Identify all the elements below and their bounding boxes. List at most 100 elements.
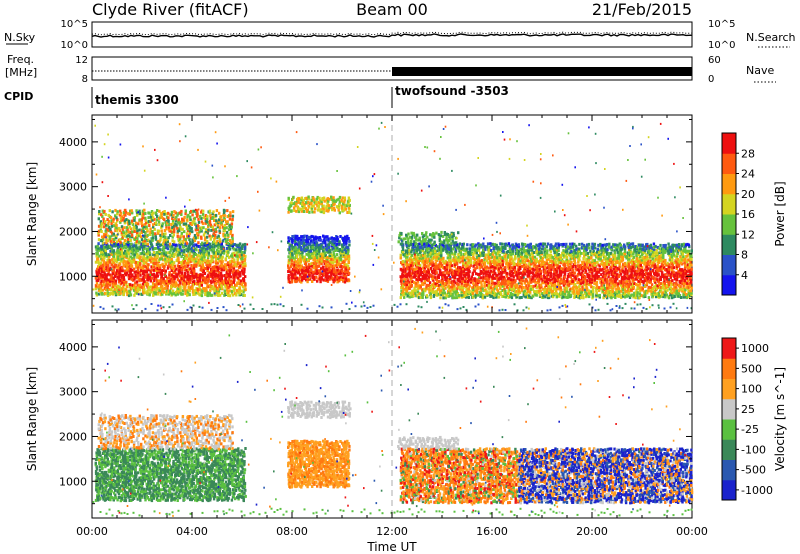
echo-cell xyxy=(215,209,219,213)
echo-cell xyxy=(535,293,538,297)
echo-cell xyxy=(226,261,230,265)
echo-cell xyxy=(139,283,142,287)
echo-cell xyxy=(456,243,459,247)
echo-cell xyxy=(450,264,454,268)
echo-cell xyxy=(316,208,320,212)
echo-cell xyxy=(104,284,107,288)
echo-cell xyxy=(433,271,437,274)
echo-cell xyxy=(536,264,539,268)
echo-cell xyxy=(484,245,487,249)
echo-cell xyxy=(130,260,134,264)
echo-cell xyxy=(462,255,465,259)
echo-cell xyxy=(487,255,490,259)
echo-cell xyxy=(118,229,121,233)
echo-cell xyxy=(169,245,172,249)
echo-cell xyxy=(472,243,475,247)
echo-cell xyxy=(532,251,536,254)
echo-cell xyxy=(236,269,240,273)
echo-cell xyxy=(343,255,347,259)
echo-cell xyxy=(298,277,301,281)
echo-cell xyxy=(472,255,475,259)
echo-cell xyxy=(199,248,202,252)
echo-cell xyxy=(487,283,491,287)
echo-cell xyxy=(158,250,161,254)
echo-cell xyxy=(215,243,218,247)
echo-cell xyxy=(115,288,118,292)
echo-cell xyxy=(319,280,322,284)
echo-cell xyxy=(228,255,231,259)
echo-cell xyxy=(154,237,158,241)
echo-cell xyxy=(201,276,204,279)
echo-cell xyxy=(174,271,177,275)
echo-cell xyxy=(488,273,492,277)
echo-cell xyxy=(486,278,489,282)
echo-cell xyxy=(144,212,147,215)
echo-cell xyxy=(104,220,107,224)
echo-cell xyxy=(190,249,193,253)
echo-cell xyxy=(183,252,186,256)
echo-cell xyxy=(434,250,437,253)
echo-cell xyxy=(329,268,332,272)
echo-cell xyxy=(460,247,463,251)
echo-cell xyxy=(206,249,209,253)
echo-cell xyxy=(116,269,119,273)
echo-cell xyxy=(110,286,114,290)
echo-cell xyxy=(175,281,178,285)
echo-cell xyxy=(225,250,228,254)
echo-cell xyxy=(134,286,137,290)
echo-cell xyxy=(400,282,403,286)
echo-cell xyxy=(476,278,479,282)
echo-cell xyxy=(432,283,435,287)
echo-cell xyxy=(137,286,140,290)
echo-cell xyxy=(327,245,331,249)
echo-cell xyxy=(324,239,327,243)
echo-cell xyxy=(503,278,506,282)
echo-cell xyxy=(164,246,167,250)
echo-cell xyxy=(489,242,492,246)
echo-cell xyxy=(406,267,409,271)
echo-cell xyxy=(225,267,228,271)
echo-cell xyxy=(474,267,477,271)
echo-cell xyxy=(505,271,509,275)
echo-cell xyxy=(497,260,501,263)
echo-cell xyxy=(201,222,205,226)
echo-cell xyxy=(195,282,198,285)
echo-cell xyxy=(425,287,428,291)
echo-cell xyxy=(217,241,220,245)
echo-cell xyxy=(298,247,301,251)
echo-cell xyxy=(290,251,294,255)
echo-cell xyxy=(225,246,229,250)
echo-cell xyxy=(445,276,449,280)
echo-cell xyxy=(304,207,308,211)
echo-cell xyxy=(241,243,245,247)
echo-cell xyxy=(150,268,153,272)
echo-cell xyxy=(128,264,132,268)
echo-cell xyxy=(442,284,446,288)
echo-cell xyxy=(304,197,307,200)
echo-cell xyxy=(287,210,290,214)
echo-cell xyxy=(181,240,184,244)
echo-cell xyxy=(482,248,485,252)
echo-cell xyxy=(161,292,164,296)
echo-cell xyxy=(405,273,408,276)
echo-cell xyxy=(525,279,529,283)
echo-cell xyxy=(335,268,338,272)
echo-cell xyxy=(217,257,220,260)
echo-cell xyxy=(345,236,349,240)
echo-cell xyxy=(217,273,220,277)
echo-cell xyxy=(341,196,344,200)
echo-cell xyxy=(214,233,217,237)
echo-cell xyxy=(343,263,346,266)
echo-cell xyxy=(331,208,334,212)
echo-cell xyxy=(440,261,443,265)
echo-cell xyxy=(347,271,351,275)
echo-cell xyxy=(136,249,140,253)
echo-cell xyxy=(306,268,310,272)
echo-cell xyxy=(223,265,226,269)
echo-cell xyxy=(115,236,118,240)
freq-strip: Freq. [MHz] 12 8 60 0 Nave xyxy=(5,53,776,85)
echo-cell xyxy=(458,285,461,289)
echo-cell xyxy=(316,195,319,199)
echo-cell xyxy=(322,241,325,245)
echo-cell xyxy=(201,290,204,294)
